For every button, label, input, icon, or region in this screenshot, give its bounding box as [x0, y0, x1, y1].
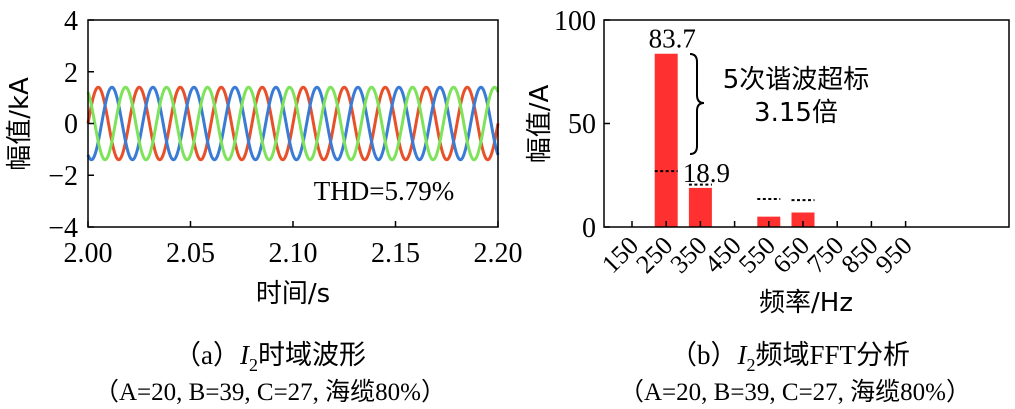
waveform-series-group — [86, 85, 500, 162]
fft-tick-marks — [604, 19, 907, 228]
fft-bar-350hz — [688, 187, 712, 227]
waveform-xtick-label: 2.05 — [166, 238, 215, 269]
fft-caption-params: （A=20, B=39, C=27, 海缆80%） — [619, 378, 971, 406]
caption-prefix: （b） — [670, 340, 738, 370]
caption-prefix: （a） — [174, 340, 240, 370]
caption-variable: I — [736, 340, 748, 370]
waveform-xlabel: 时间/s — [256, 279, 330, 309]
fft-ylabel: 幅值/A — [525, 85, 555, 164]
waveform-chart: 4 2 0 −2 −4 2.00 2.05 2.10 2.15 2.20 THD… — [5, 6, 523, 406]
fft-data-labels: 83.7 18.9 — [649, 24, 730, 188]
caption-subscript: 2 — [746, 355, 755, 375]
waveform-series-phase-c — [86, 85, 500, 162]
waveform-caption: （a）I2时域波形 — [174, 340, 366, 375]
waveform-ytick-label: 0 — [64, 109, 78, 140]
thd-annotation: THD=5.79% — [314, 176, 454, 206]
caption-subscript: 2 — [249, 355, 258, 375]
fft-caption: （b）I2频域FFT分析 — [670, 340, 910, 375]
waveform-ytick-label: 2 — [64, 58, 78, 89]
fft-ytick-label: 50 — [568, 109, 596, 140]
waveform-ytick-label: −4 — [48, 213, 78, 244]
fft-data-label-250hz: 83.7 — [649, 24, 696, 54]
fft-xlabel: 频率/Hz — [759, 288, 853, 318]
waveform-caption-params: （A=20, B=39, C=27, 海缆80%） — [94, 378, 446, 406]
fft-ytick-label: 100 — [554, 6, 596, 37]
waveform-ytick-label: 4 — [64, 6, 78, 37]
fft-bar-250hz — [654, 53, 678, 228]
waveform-xtick-label: 2.00 — [64, 238, 113, 269]
caption-text: 时域波形 — [258, 340, 366, 370]
fft-data-label-350hz: 18.9 — [683, 158, 730, 188]
fft-bar-650hz — [791, 212, 815, 227]
waveform-xtick-label: 2.10 — [269, 238, 318, 269]
waveform-ylabel: 幅值/kA — [5, 77, 35, 171]
waveform-xtick-label: 2.20 — [474, 238, 523, 269]
waveform-ytick-label: −2 — [48, 161, 78, 192]
caption-variable: I — [239, 340, 251, 370]
annotation-brace — [689, 53, 705, 155]
harmonic-exceed-annotation: 5次谐波超标 — [723, 65, 870, 95]
waveform-tick-marks — [87, 19, 499, 228]
waveform-series-phase-b — [86, 85, 500, 162]
waveform-series-phase-a — [86, 85, 500, 162]
fft-xtick-label: 950 — [870, 231, 918, 279]
harmonic-ratio-annotation: 3.15倍 — [754, 98, 838, 128]
fft-ytick-label: 0 — [582, 213, 596, 244]
waveform-xtick-label: 2.15 — [371, 238, 420, 269]
caption-text: 频域FFT分析 — [755, 340, 910, 370]
